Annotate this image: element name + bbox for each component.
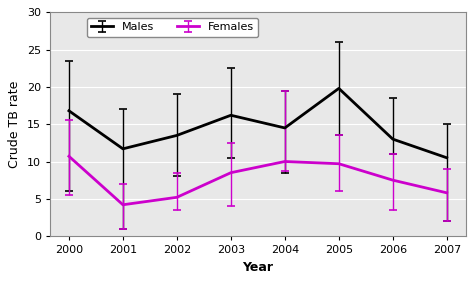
Y-axis label: Crude TB rate: Crude TB rate	[9, 81, 21, 168]
X-axis label: Year: Year	[242, 261, 273, 274]
Legend: Males, Females: Males, Females	[87, 18, 258, 37]
